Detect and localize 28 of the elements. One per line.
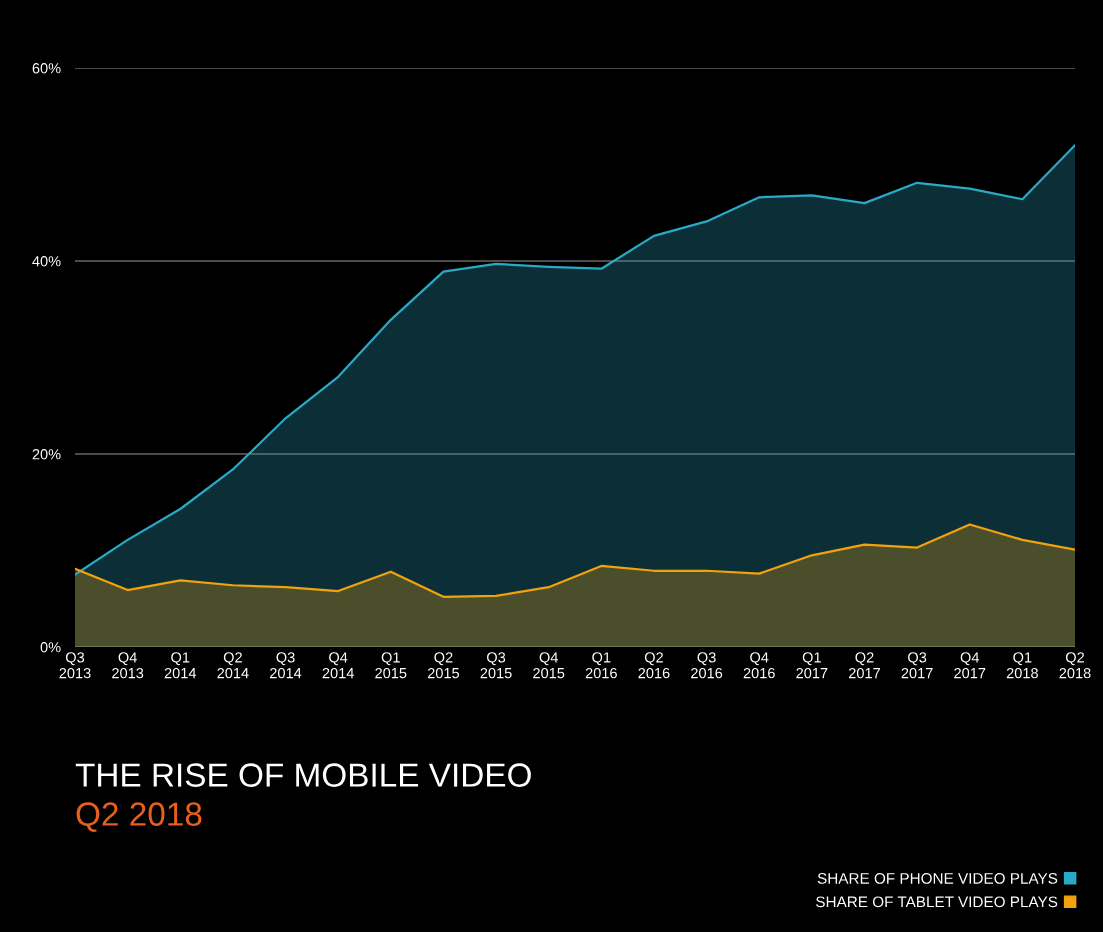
legend-label: SHARE OF PHONE VIDEO PLAYS [817,873,1058,884]
x-tick-label: Q3 2017 [901,652,933,679]
legend-label: SHARE OF TABLET VIDEO PLAYS [816,896,1058,908]
y-tick-label: 0% [40,642,61,653]
x-tick-label: Q2 2015 [427,652,460,679]
text: THE RISE OF MOBILE VIDEO [75,763,531,787]
x-tick-label: Q2 2014 [217,652,249,679]
x-tick-label: Q3 2015 [480,652,512,679]
x-tick-label: Q4 2013 [112,652,144,679]
x-tick-label: Q4 2017 [954,652,986,679]
x-tick-label: Q3 2016 [691,652,723,679]
y-tick-label: 20% [32,449,61,460]
x-tick-label: Q1 2014 [164,652,197,679]
x-tick-label: Q4 2016 [743,652,775,679]
x-tick-label: Q1 2018 [1006,652,1038,679]
x-tick-label: Q1 2015 [375,652,407,679]
x-tick-label: Q1 2016 [585,652,617,679]
x-tick-label: Q1 2017 [796,652,828,679]
x-tick-label: Q3 2013 [59,652,91,679]
y-tick-label: 40% [32,256,61,267]
x-tick-label: Q2 2018 [1059,652,1091,679]
x-tick-label: Q4 2014 [322,652,354,679]
y-tick-label: 60% [32,63,61,74]
text: Q2 2018 [76,802,202,832]
x-tick-label: Q2 2017 [848,652,880,679]
x-tick-label: Q4 2015 [533,652,565,679]
x-tick-label: Q3 2014 [270,652,302,679]
x-tick-label: Q2 2016 [638,652,670,679]
